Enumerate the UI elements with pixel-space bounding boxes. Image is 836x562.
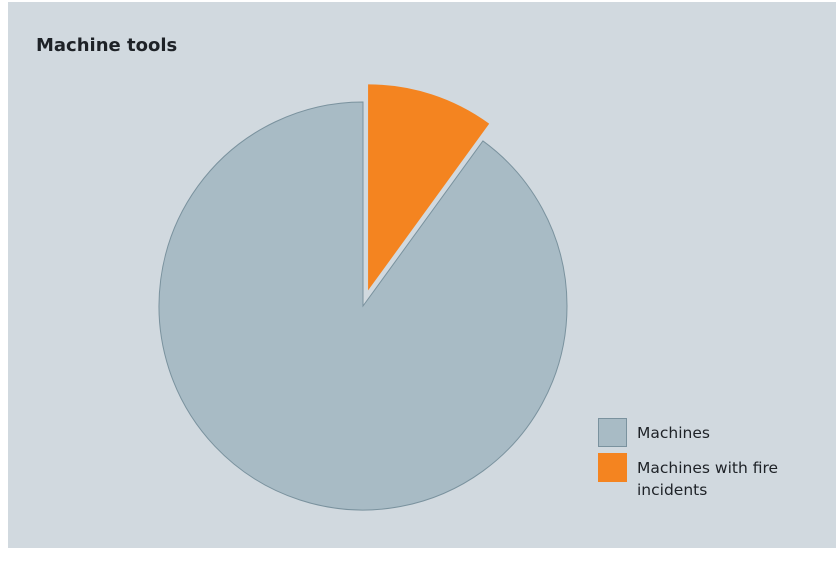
legend-item-machines: Machines [598, 418, 787, 447]
pie-slice-machines-with-fire-incidents [368, 84, 490, 291]
legend: Machines Machines with fire incidents [598, 418, 787, 507]
legend-swatch-fire-incidents [598, 453, 627, 482]
legend-label-machines: Machines [637, 424, 710, 442]
chart-title: Machine tools [36, 35, 178, 56]
legend-swatch-machines [598, 418, 627, 447]
pie-slice-machines [158, 101, 568, 511]
legend-item-fire-incidents: Machines with fire incidents [598, 453, 787, 501]
legend-label-fire-incidents: Machines with fire incidents [637, 459, 779, 499]
